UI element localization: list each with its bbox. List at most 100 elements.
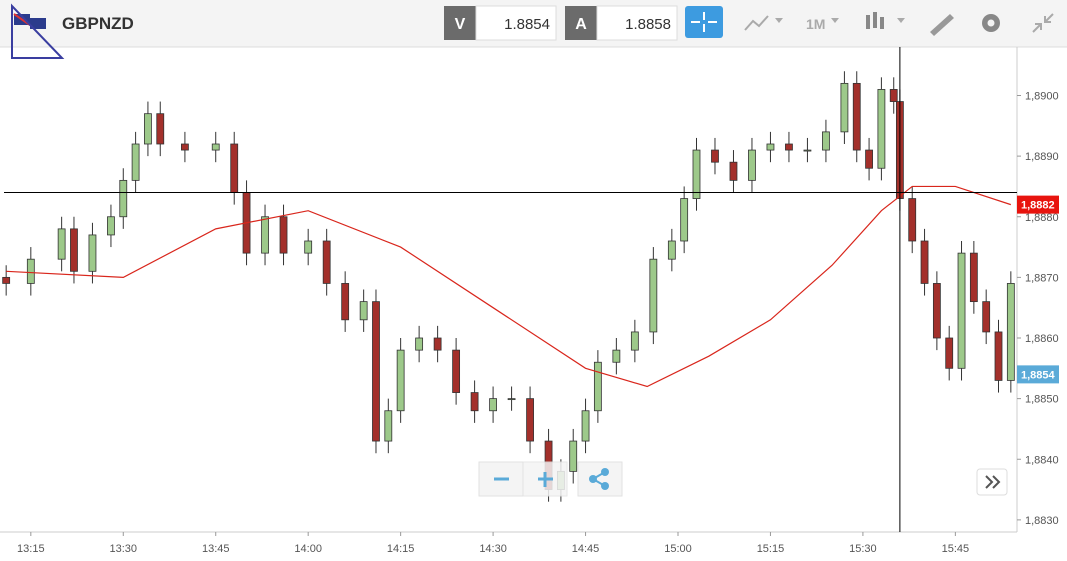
y-tick-label: 1,8870 [1025,272,1059,284]
ask-label: A [575,16,587,33]
y-tick-label: 1,8830 [1025,515,1059,527]
candle-body [877,89,886,169]
candle-body [982,301,991,333]
candle-body [384,410,393,442]
candle-body [181,143,189,151]
candle-body [279,216,288,254]
candle-body [211,143,220,151]
y-tick-label: 1,8850 [1025,394,1059,406]
candle-body [889,89,898,102]
candle-body [748,149,756,181]
y-tick-label: 1,8880 [1025,212,1059,224]
candle-body [581,410,590,442]
candle-body [649,258,658,333]
x-tick-label: 15:00 [664,543,692,555]
candle-body [452,349,461,393]
ask-button[interactable] [565,6,597,40]
candle-body [630,331,639,351]
x-tick-label: 14:30 [479,543,507,555]
candle-body [489,398,497,412]
price-tag-label: 1,8882 [1021,200,1055,212]
candle-body [2,276,11,284]
candle-body [507,398,516,401]
bid-price: 1.8854 [504,16,550,33]
candle-body [70,228,78,272]
candle-body [107,216,115,236]
candle-body [920,240,929,284]
candle-body [372,301,380,442]
y-tick-label: 1,8900 [1025,91,1059,103]
x-tick-label: 13:45 [202,543,230,555]
candle-body [26,258,35,284]
candle-body [131,143,140,181]
candle-body [840,82,849,133]
x-tick-label: 14:45 [572,543,600,555]
candle-body [322,240,331,284]
price-tag-label: 1,8854 [1021,369,1056,381]
candle-body [156,113,165,145]
symbol: GBPNZD [62,14,134,33]
candle-body [1006,283,1015,381]
candle-body [711,149,719,163]
candle-body [766,143,775,151]
moving-average [6,185,1012,388]
price-tag [1017,195,1059,214]
candle-body [729,161,738,181]
candle-body [865,149,873,169]
candle-body [969,252,978,303]
crosshair-button[interactable] [685,6,723,38]
candle-body [415,337,424,351]
x-tick-label: 15:15 [757,543,785,555]
price-tag [1017,365,1059,384]
candle-body [57,228,66,260]
candle-body [785,143,793,151]
candle-body [908,198,917,242]
candle-body [359,301,368,321]
candle-body [526,398,534,442]
candle-body [396,349,405,412]
x-tick-label: 15:30 [849,543,877,555]
candle-body [692,149,701,199]
timeframe[interactable]: 1M [806,16,825,32]
candle-body [667,240,676,260]
candle-body [945,337,954,369]
candle-body [88,234,97,272]
candle-body [803,149,812,152]
candle-body [822,131,830,151]
x-tick-label: 14:15 [387,543,415,555]
x-tick-label: 14:00 [294,543,322,555]
ask-price: 1.8858 [625,16,671,33]
x-tick-label: 15:45 [942,543,970,555]
candle-body [304,240,313,254]
bid-label: V [455,16,466,33]
candle-body [680,198,689,242]
draw-button[interactable] [930,14,954,36]
candle-style-button[interactable] [866,12,905,29]
x-tick-label: 13:30 [110,543,138,555]
candle-body [593,361,602,412]
candle-body [569,440,578,472]
y-tick-label: 1,8860 [1025,333,1059,345]
flag-icon [11,3,65,59]
y-tick-label: 1,8890 [1025,151,1059,163]
y-tick-label: 1,8840 [1025,454,1059,466]
candle-body [341,283,350,321]
candle-body [852,82,861,151]
candle-body [470,392,479,412]
chart-type-button[interactable] [744,15,783,31]
candle-body [144,113,152,145]
candle-body [994,331,1003,381]
zoom-controls [478,461,623,497]
collapse-button[interactable] [1032,13,1054,33]
bid-button[interactable] [444,6,476,40]
candle-body [230,143,239,193]
x-tick-label: 13:15 [17,543,45,555]
candle-body [932,283,941,339]
share-button[interactable] [577,461,623,497]
candle-body [957,252,966,369]
candle-body [433,337,442,351]
scroll-right[interactable] [976,468,1008,496]
candle-body [261,216,269,254]
